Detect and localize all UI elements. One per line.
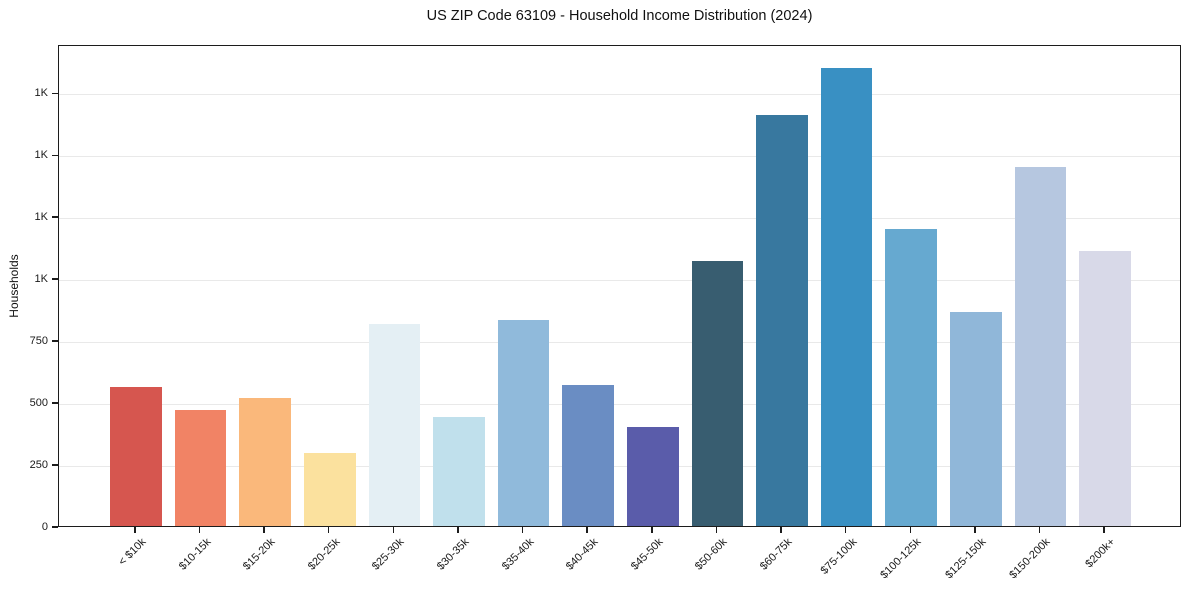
x-tick-mark: [651, 527, 653, 533]
y-tick-label: 1K: [34, 273, 48, 286]
y-axis-label: Households: [7, 254, 21, 318]
x-tick-mark: [974, 527, 976, 533]
bar-45-50k: [626, 426, 679, 526]
y-tick-mark: [52, 340, 58, 342]
x-tick-mark: [457, 527, 459, 533]
y-tick-label: 750: [29, 335, 48, 348]
bar-20-25k: [303, 452, 356, 526]
y-tick-mark: [52, 526, 58, 528]
x-tick-label: $35-40k: [499, 536, 537, 573]
x-tick-mark: [134, 527, 136, 533]
x-tick-label: $20-25k: [305, 536, 343, 573]
x-tick-label: $60-75k: [757, 536, 795, 573]
x-tick-mark: [521, 527, 524, 533]
x-tick-mark: [1103, 527, 1105, 533]
bar-75-100k: [820, 67, 873, 526]
x-tick-label: $30-35k: [434, 536, 472, 573]
y-tick-label: 0: [41, 521, 48, 533]
y-tick-label: 250: [29, 459, 48, 472]
y-tick-label: 500: [29, 397, 48, 410]
gridline: [59, 93, 1180, 95]
x-tick-mark: [392, 527, 395, 533]
y-tick-mark: [52, 464, 58, 466]
x-tick-mark: [780, 527, 782, 533]
x-tick-label: < $10k: [116, 536, 149, 569]
bar-40-45k: [562, 384, 615, 526]
bar-50-60k: [691, 260, 744, 526]
x-tick-label: $50-60k: [693, 536, 730, 573]
x-tick-label: $125-150k: [943, 536, 989, 582]
bar-10-15k: [174, 409, 227, 526]
x-tick-label: $40-45k: [564, 536, 601, 573]
plot-area: [58, 45, 1181, 527]
x-tick-label: $45-50k: [628, 536, 666, 573]
y-tick-mark: [52, 278, 58, 280]
x-tick-mark: [586, 527, 588, 533]
y-tick-mark: [52, 216, 58, 218]
x-tick-label: $10-15k: [176, 536, 213, 573]
bar-30-35k: [433, 416, 485, 526]
gridline: [59, 217, 1180, 219]
x-tick-label: $25-30k: [370, 536, 407, 573]
y-tick-mark: [52, 154, 58, 157]
bar-60-75k: [756, 114, 808, 526]
gridline: [59, 155, 1180, 157]
bar-25-30k: [368, 324, 421, 526]
x-tick-label: $100-125k: [878, 536, 924, 582]
x-tick-mark: [198, 527, 201, 533]
bar-15-20k: [239, 398, 291, 526]
gridline: [59, 279, 1180, 281]
y-tick-label: 1K: [34, 149, 48, 162]
gridline: [59, 403, 1180, 405]
y-tick-mark: [52, 92, 58, 95]
gridline: [59, 465, 1180, 467]
bar-150-200k: [1014, 166, 1067, 526]
x-tick-mark: [715, 527, 718, 533]
y-tick-label: 1K: [34, 211, 48, 224]
x-tick-mark: [327, 527, 330, 533]
chart-title: US ZIP Code 63109 - Household Income Dis…: [426, 8, 813, 24]
x-tick-mark: [909, 527, 911, 533]
x-tick-mark: [263, 527, 265, 533]
x-tick-label: $200k+: [1083, 536, 1118, 571]
x-tick-label: $15-20k: [240, 536, 278, 573]
bar-35-40k: [497, 320, 550, 526]
x-tick-mark: [844, 527, 847, 533]
bar-10k: [110, 387, 162, 526]
bar-100-125k: [885, 228, 938, 526]
gridline: [59, 341, 1180, 343]
x-tick-label: $75-100k: [818, 536, 860, 577]
x-tick-label: $150-200k: [1007, 536, 1053, 582]
x-tick-mark: [1038, 527, 1041, 533]
bar-125-150k: [950, 311, 1002, 526]
bar-200k: [1079, 250, 1131, 526]
y-tick-mark: [52, 402, 58, 404]
y-tick-label: 1K: [34, 87, 48, 100]
